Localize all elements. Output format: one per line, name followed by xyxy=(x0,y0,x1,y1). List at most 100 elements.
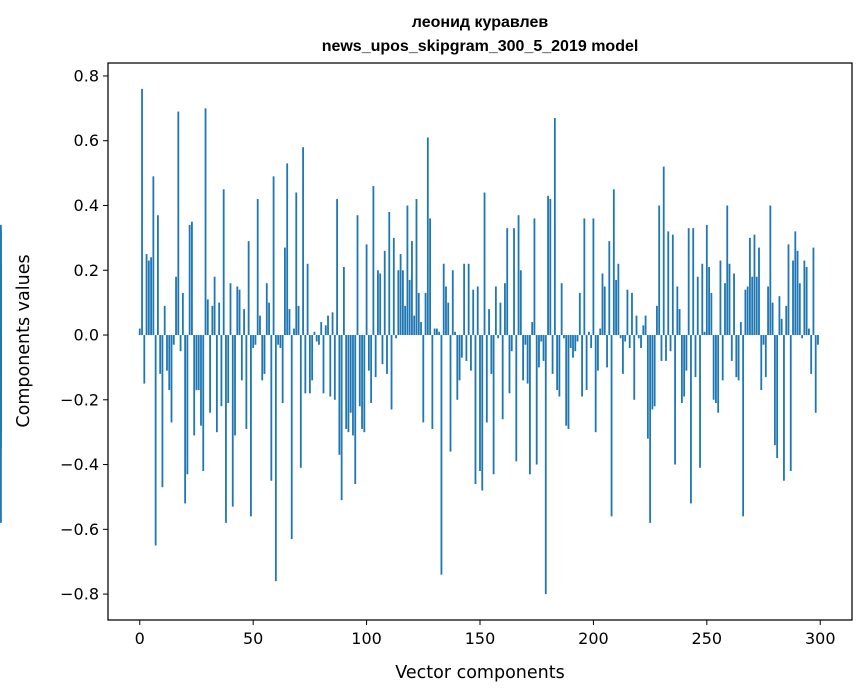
bar-component-133 xyxy=(440,335,443,575)
bar-component-297 xyxy=(812,247,815,336)
bar-component-170 xyxy=(524,335,527,345)
bar-component-108 xyxy=(383,250,386,336)
bar-component-175 xyxy=(535,335,538,465)
bar-component-252 xyxy=(710,292,713,336)
bar-component-178 xyxy=(542,335,545,361)
bar-component-125 xyxy=(422,335,425,423)
bar-component-91 xyxy=(345,335,348,429)
bar-component-26 xyxy=(197,335,200,391)
bar-component-20 xyxy=(184,335,187,504)
bar-component-undefined xyxy=(0,224,2,336)
bar-component-3 xyxy=(145,254,148,336)
bar-component-37 xyxy=(222,189,225,336)
bar-component-213 xyxy=(622,335,624,374)
bar-component-284 xyxy=(783,335,785,481)
bar-component-250 xyxy=(705,224,708,336)
bar-component-130 xyxy=(433,328,436,336)
bar-component-119 xyxy=(408,279,411,336)
bar-component-44 xyxy=(238,289,241,336)
bar-component-132 xyxy=(438,331,441,336)
bar-component-121 xyxy=(413,315,416,336)
bar-component-111 xyxy=(390,335,393,410)
bar-component-234 xyxy=(669,335,672,352)
bar-component-235 xyxy=(671,234,674,336)
bar-component-271 xyxy=(753,234,756,336)
bar-component-147 xyxy=(472,289,475,336)
bar-component-270 xyxy=(751,276,754,336)
bar-component-280 xyxy=(773,335,776,446)
bar-component-299 xyxy=(817,335,819,345)
bar-component-298 xyxy=(814,335,817,413)
bar-component-116 xyxy=(401,270,404,336)
bar-component-159 xyxy=(499,302,502,336)
bar-component-263 xyxy=(735,335,738,378)
bar-component-257 xyxy=(721,335,724,381)
bar-component-120 xyxy=(411,241,413,336)
y-tick-label: −0.6 xyxy=(60,520,99,539)
bar-component-219 xyxy=(635,315,638,336)
bar-component-285 xyxy=(785,305,788,336)
bar-component-161 xyxy=(504,283,506,336)
bar-component-203 xyxy=(599,328,602,336)
bar-component-255 xyxy=(717,335,720,413)
bar-component-73 xyxy=(304,335,307,394)
bar-component-232 xyxy=(665,335,667,361)
bar-component-198 xyxy=(587,331,590,336)
bar-component-222 xyxy=(642,325,645,336)
bar-component-188 xyxy=(565,335,568,426)
bar-component-112 xyxy=(392,237,395,336)
bar-component-32 xyxy=(211,305,214,336)
bar-component-286 xyxy=(787,244,790,336)
bar-component-278 xyxy=(769,205,772,336)
bar-component-218 xyxy=(633,335,636,400)
bar-component-89 xyxy=(340,335,343,501)
bar-component-131 xyxy=(436,328,438,336)
bar-component-100 xyxy=(365,244,368,336)
bar-component-194 xyxy=(578,292,581,336)
bar-component-268 xyxy=(746,286,749,336)
bar-component-23 xyxy=(191,221,193,336)
bar-component-291 xyxy=(798,283,801,336)
bar-component-294 xyxy=(805,267,808,336)
bar-component-293 xyxy=(803,260,806,336)
bar-component-224 xyxy=(646,335,649,439)
bar-component-56 xyxy=(265,283,268,336)
bar-component-83 xyxy=(327,315,329,336)
bar-component-128 xyxy=(429,218,431,336)
bar-component-207 xyxy=(608,241,611,336)
bar-component-0 xyxy=(138,328,141,336)
bar-component-142 xyxy=(460,335,463,358)
bar-component-92 xyxy=(347,335,350,433)
bar-component-52 xyxy=(256,199,259,336)
bar-component-82 xyxy=(324,325,327,336)
bar-component-144 xyxy=(465,335,468,361)
bar-component-187 xyxy=(563,335,565,339)
bar-component-248 xyxy=(701,263,704,336)
bar-component-5 xyxy=(150,257,152,336)
bar-component-167 xyxy=(517,215,520,336)
bar-component-96 xyxy=(356,215,359,336)
bar-component-230 xyxy=(660,335,663,361)
bar-component-193 xyxy=(576,335,579,342)
bar-component-77 xyxy=(313,331,316,336)
bar-component-25 xyxy=(195,335,198,391)
bar-component-10 xyxy=(161,335,164,488)
bar-component-45 xyxy=(240,335,243,381)
bar-component-65 xyxy=(286,163,289,336)
bar-component-171 xyxy=(526,335,529,384)
bar-component-229 xyxy=(658,205,661,336)
bar-component-22 xyxy=(188,224,191,336)
bar-component-243 xyxy=(690,335,692,504)
bar-component-30 xyxy=(206,299,209,336)
bar-component-266 xyxy=(742,335,745,517)
bar-component-211 xyxy=(617,263,620,336)
chart-title-line-1: леонид куравлев xyxy=(412,14,549,31)
bar-component-16 xyxy=(175,276,177,336)
bar-component-240 xyxy=(683,335,686,397)
chart-title-line-2: news_upos_skipgram_300_5_2019 model xyxy=(322,38,639,55)
bar-component-186 xyxy=(560,283,563,336)
bar-component-282 xyxy=(778,296,781,336)
bar-component-34 xyxy=(215,335,218,433)
bar-component-39 xyxy=(227,335,230,404)
bar-component-115 xyxy=(399,254,402,336)
